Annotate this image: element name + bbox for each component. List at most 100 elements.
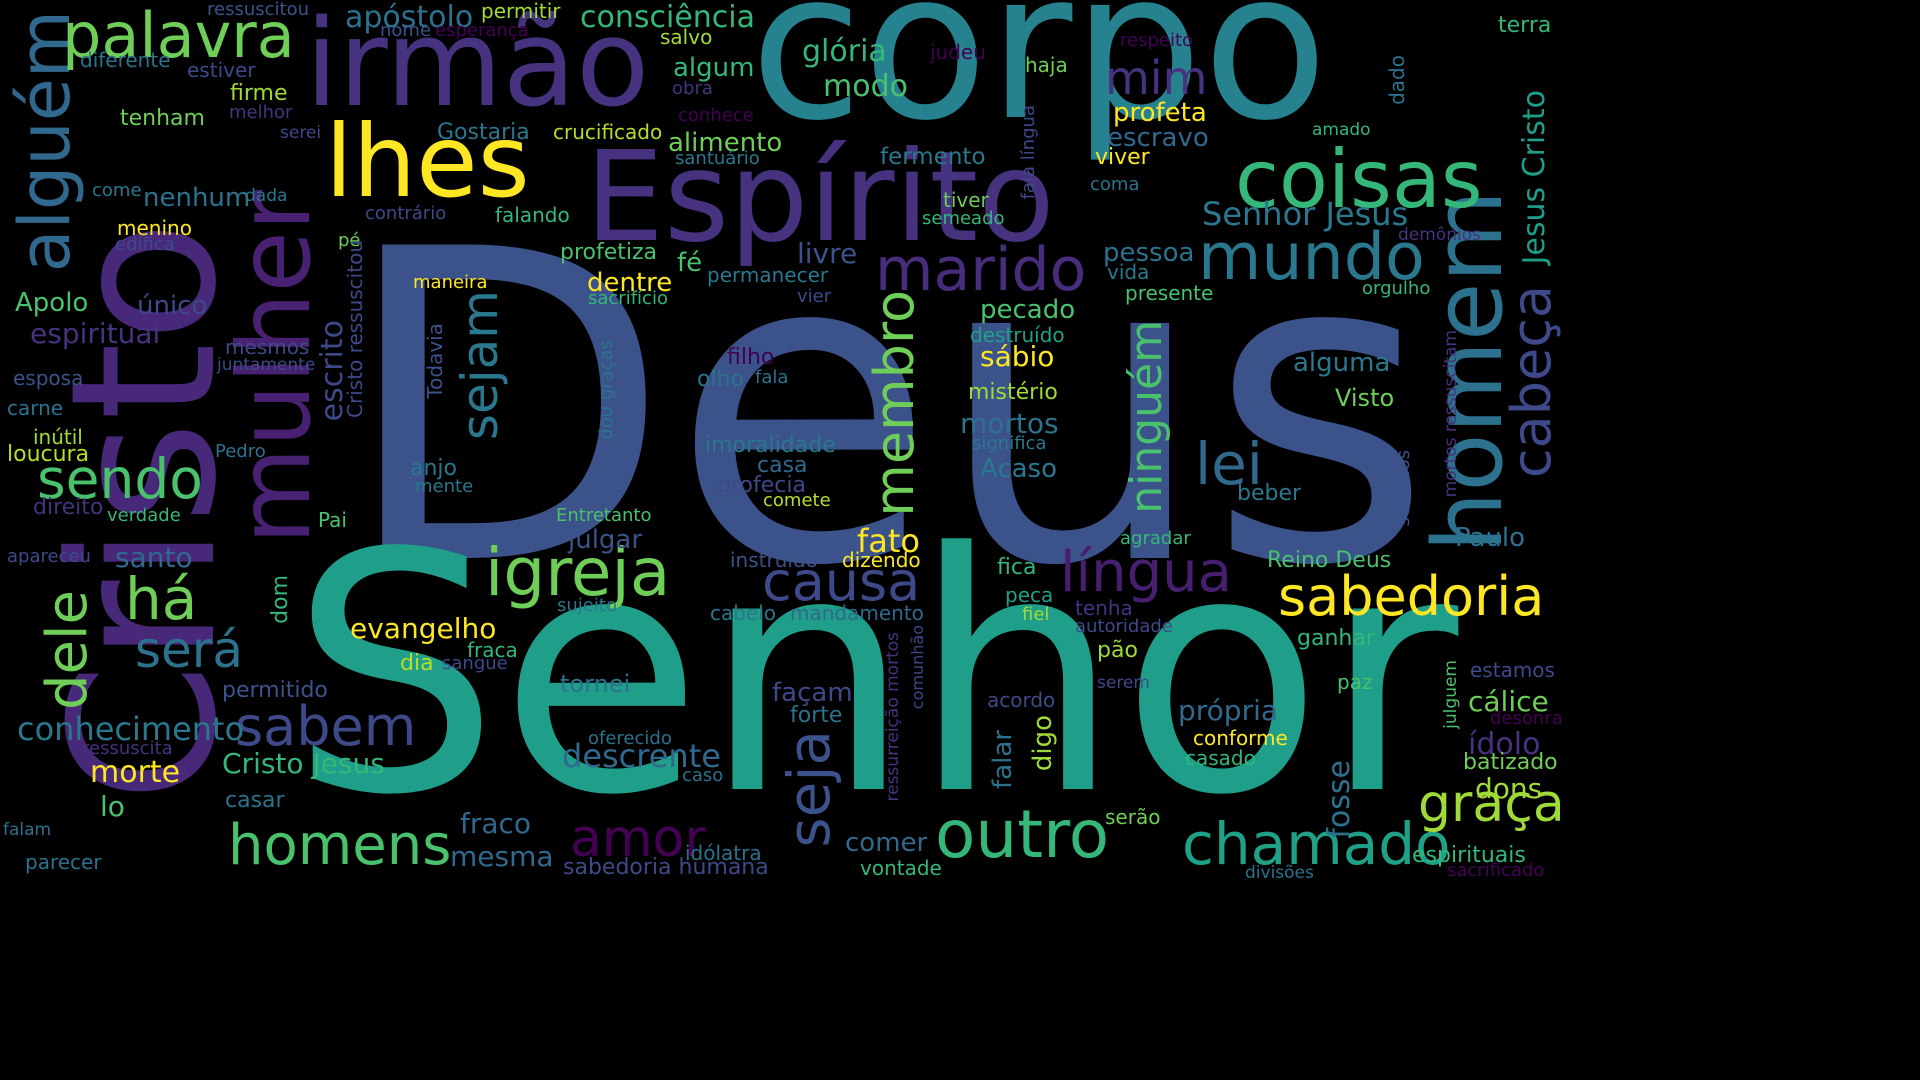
word-permitir: permitir bbox=[481, 0, 561, 23]
word-carne: carne bbox=[7, 396, 64, 420]
word-sabedoria: sabedoria bbox=[1278, 565, 1545, 628]
word-ganhar: ganhar bbox=[1297, 626, 1375, 651]
word-causa: causa bbox=[762, 550, 921, 613]
word-fato: fato bbox=[857, 522, 920, 560]
word-chamado: chamado bbox=[1182, 810, 1451, 878]
word-apolo: Apolo bbox=[15, 288, 89, 318]
word-comer: comer bbox=[845, 828, 928, 858]
word-forte: forte bbox=[790, 703, 843, 728]
word-sejam: sejam bbox=[451, 290, 509, 441]
word-acaso: Acaso bbox=[980, 454, 1058, 484]
word-juntamente: juntamente bbox=[217, 355, 316, 375]
word-descrente: descrente bbox=[562, 737, 721, 775]
word-consciencia: consciência bbox=[580, 0, 756, 35]
word-evangelho: evangelho bbox=[350, 612, 497, 645]
word-ressurreicao-mortos: ressurreição mortos bbox=[883, 632, 903, 802]
word-come: come bbox=[92, 180, 142, 201]
word-sabio: sábio bbox=[980, 340, 1055, 373]
word-terra: terra bbox=[1498, 13, 1552, 38]
word-jesus-cristo: Jesus Cristo bbox=[1517, 90, 1552, 265]
word-profetiza: profetiza bbox=[560, 240, 658, 265]
word-conhece: conhece bbox=[678, 105, 754, 126]
word-mente: mente bbox=[415, 476, 474, 497]
word-calice: cálice bbox=[1468, 685, 1549, 718]
word-santuario: santuário bbox=[675, 148, 760, 169]
word-entretanto: Entretanto bbox=[556, 505, 652, 526]
word-edifica: edifica bbox=[115, 234, 175, 255]
word-mortos-ressuscitam: mortos ressuscitam bbox=[1441, 330, 1461, 498]
word-profeta: profeta bbox=[1113, 98, 1207, 128]
word-serem: serem bbox=[1097, 673, 1150, 693]
word-unico: único bbox=[137, 291, 208, 321]
word-apostolo: apóstolo bbox=[345, 0, 474, 35]
word-diferente: diferente bbox=[80, 48, 171, 72]
word-falam: falam bbox=[3, 820, 52, 840]
word-sendo: sendo bbox=[37, 447, 203, 511]
word-peca: peca bbox=[1005, 583, 1054, 607]
word-direito: direito bbox=[33, 495, 104, 520]
word-agradar: agradar bbox=[1120, 528, 1191, 549]
word-batizado: batizado bbox=[1463, 750, 1558, 775]
word-mim: mim bbox=[1105, 51, 1208, 105]
word-oferecido: oferecido bbox=[588, 728, 672, 749]
word-esperanca: esperança bbox=[435, 20, 529, 41]
word-casado: casado bbox=[1185, 746, 1256, 770]
word-fe: fé bbox=[677, 248, 703, 278]
word-filho: filho bbox=[727, 345, 775, 370]
word-ressuscitou: ressuscitou bbox=[207, 0, 309, 20]
word-parecer: parecer bbox=[25, 850, 102, 874]
word-caso: caso bbox=[682, 765, 724, 786]
word-lo: lo bbox=[100, 790, 125, 823]
word-autoridade: autoridade bbox=[1075, 616, 1173, 637]
word-mesmos: mesmos bbox=[225, 335, 310, 359]
word-dentre: dentre bbox=[587, 268, 673, 298]
word-dizendo: dizendo bbox=[842, 548, 921, 572]
word-tiver: tiver bbox=[943, 188, 989, 212]
word-seja: seja bbox=[775, 730, 843, 848]
word-anjo: anjo bbox=[410, 456, 457, 481]
word-falar: falar bbox=[988, 730, 1018, 789]
word-membro: membro bbox=[863, 290, 926, 517]
word-serao: serão bbox=[1105, 805, 1161, 829]
word-idolatra: idólatra bbox=[685, 841, 762, 865]
word-algum: algum bbox=[673, 53, 755, 83]
word-sera: será bbox=[135, 621, 244, 679]
word-igreja: igreja bbox=[485, 534, 671, 611]
word-esposa: esposa bbox=[13, 366, 84, 390]
word-sabedoria-humana: sabedoria humana bbox=[563, 855, 769, 880]
word-instruido: instruído bbox=[730, 548, 818, 572]
word-desonra: desonra bbox=[1490, 708, 1563, 729]
word-facam: façam bbox=[772, 678, 853, 708]
word-alguma: alguma bbox=[1293, 348, 1391, 378]
word-corpo: corpo bbox=[750, 0, 1328, 166]
word-judeu: judeu bbox=[930, 40, 986, 64]
word-sabem: sabem bbox=[235, 695, 417, 758]
word-contrario: contrário bbox=[365, 203, 447, 224]
word-pecado: pecado bbox=[980, 295, 1076, 325]
word-mortos: mortos bbox=[960, 407, 1059, 440]
word-espiritual: espiritual bbox=[30, 317, 161, 350]
word-pao: pão bbox=[1097, 638, 1138, 663]
word-paulo: Paulo bbox=[1455, 523, 1526, 553]
word-cristo-jesus: Cristo Jesus bbox=[222, 747, 385, 780]
word-salvo: salvo bbox=[660, 25, 713, 49]
word-obra: obra bbox=[672, 78, 713, 99]
word-ninguem: ninguém bbox=[1121, 320, 1172, 514]
word-sacrificado: sacrificado bbox=[1447, 860, 1545, 881]
word-graca: graça bbox=[1418, 774, 1565, 834]
word-amor: amor bbox=[570, 809, 706, 869]
word-coisas: coisas bbox=[1235, 133, 1483, 226]
word-lhes: lhes bbox=[325, 103, 530, 220]
word-maneira: maneira bbox=[413, 272, 488, 293]
word-permanecer: permanecer bbox=[707, 263, 829, 287]
word-falando: falando bbox=[495, 203, 570, 227]
word-conforme: conforme bbox=[1193, 726, 1288, 750]
word-dia: dia bbox=[400, 651, 434, 676]
word-gostaria: Gostaria bbox=[437, 120, 530, 145]
word-fala: fala bbox=[755, 367, 789, 388]
word-espirito: Espírito bbox=[585, 125, 1055, 270]
word-marido: marido bbox=[875, 235, 1087, 305]
word-respeito: respeito bbox=[1120, 30, 1194, 51]
word-dom: dom bbox=[268, 575, 293, 624]
word-escravo: escravo bbox=[1107, 123, 1209, 153]
